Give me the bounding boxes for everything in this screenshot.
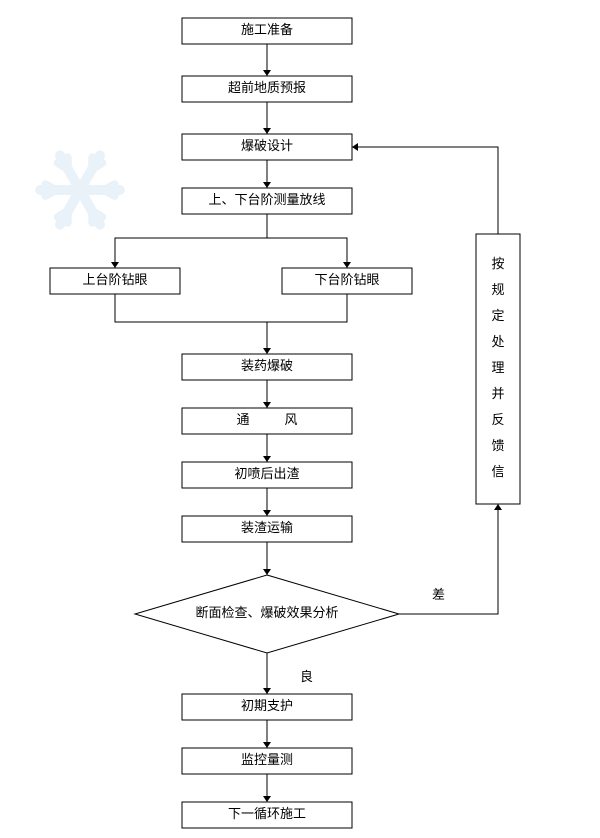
node-vlabel: 理 xyxy=(491,360,504,375)
node-label: 装药爆破 xyxy=(241,358,293,373)
node-label: 监控量测 xyxy=(241,752,293,767)
node-label: 爆破设计 xyxy=(241,138,293,153)
flow-edge xyxy=(399,504,498,614)
node-label: 装渣运输 xyxy=(241,520,293,535)
arrowhead-icon xyxy=(263,796,271,802)
arrowhead-icon xyxy=(263,688,271,694)
node-vlabel: 定 xyxy=(491,308,504,323)
node-vlabel: 按 xyxy=(491,256,504,271)
node-label: 上台阶钻眼 xyxy=(82,272,147,287)
arrowhead-icon xyxy=(263,128,271,134)
arrowhead-icon xyxy=(263,70,271,76)
arrowhead-icon xyxy=(263,402,271,408)
arrowhead-icon xyxy=(263,182,271,188)
node-label: 风 xyxy=(284,412,297,427)
flow-edge xyxy=(115,238,267,268)
flow-edge xyxy=(115,294,267,322)
arrowhead-icon xyxy=(263,510,271,516)
node-vlabel: 信 xyxy=(491,464,504,479)
arrowhead-icon xyxy=(263,456,271,462)
node-vlabel: 处 xyxy=(491,334,504,349)
arrowhead-icon xyxy=(111,262,119,268)
flow-edge xyxy=(267,294,347,322)
node-vlabel: 并 xyxy=(491,386,504,401)
node-label: 上、下台阶测量放线 xyxy=(208,192,325,207)
arrowhead-icon xyxy=(352,143,358,151)
edge-label: 良 xyxy=(300,669,313,684)
arrowhead-icon xyxy=(263,742,271,748)
node-label: 通 xyxy=(236,412,249,427)
node-label: 下一循环施工 xyxy=(228,806,306,821)
node-label: 断面检查、爆破效果分析 xyxy=(195,605,338,620)
node-vlabel: 规 xyxy=(491,282,504,297)
watermark-icon xyxy=(40,155,120,224)
flowchart-canvas: 良 差 施工准备超前地质预报爆破设计上、下台阶测量放线上台阶钻眼 下台阶钻眼装药爆破通… xyxy=(0,0,600,838)
node-label: 初喷后出渣 xyxy=(234,466,299,481)
node-label: 初期支护 xyxy=(241,698,293,713)
edge-label: 差 xyxy=(432,587,445,602)
node-label: 超前地质预报 xyxy=(228,80,306,95)
node-vlabel: 反 xyxy=(491,412,504,427)
node-label: 施工准备 xyxy=(241,22,293,37)
arrowhead-icon xyxy=(343,262,351,268)
arrowhead-icon xyxy=(494,504,502,510)
node-label: 下台阶钻眼 xyxy=(314,272,379,287)
flow-edge xyxy=(352,147,498,234)
arrowhead-icon xyxy=(263,569,271,575)
arrowhead-icon xyxy=(263,348,271,354)
node-vlabel: 馈 xyxy=(491,438,504,453)
flow-edge xyxy=(267,238,347,268)
flow-node-n7 xyxy=(182,408,352,434)
